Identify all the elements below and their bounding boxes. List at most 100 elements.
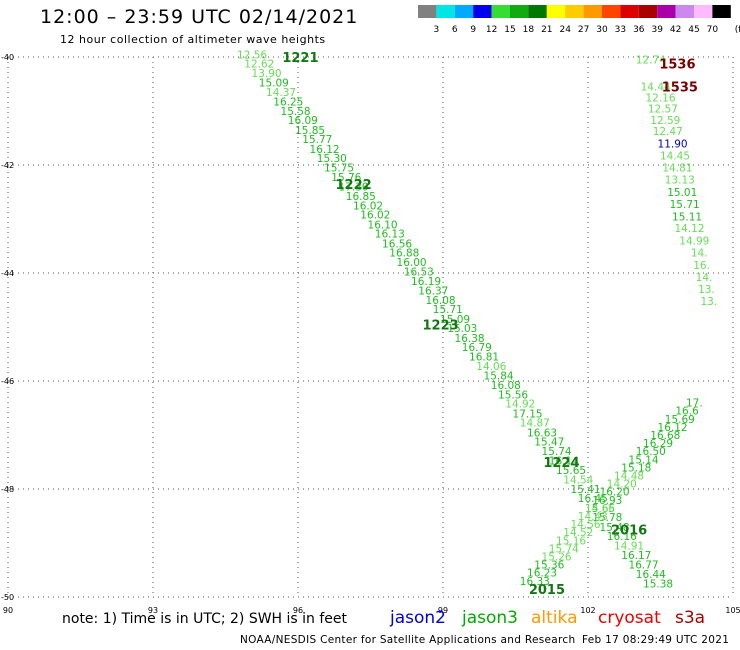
swh-value-label: 15.41 — [571, 484, 601, 496]
swh-value-label: 14.12 — [674, 223, 704, 235]
swh-value-label: 15.69 — [665, 414, 695, 426]
swh-value-label: 16.38 — [455, 333, 485, 345]
swh-value-label: 15.18 — [621, 462, 651, 474]
lat-tick-label: -44 — [1, 269, 14, 278]
swh-value-label: 15.71 — [433, 304, 463, 316]
swh-value-label: 16.14 — [549, 455, 579, 467]
swh-value-label: 15.36 — [534, 560, 564, 572]
swh-value-label: 16.23 — [527, 568, 557, 580]
legend-tick-label: 45 — [688, 25, 699, 35]
swh-value-label: 17. — [686, 398, 703, 410]
swh-value-label: 14.20 — [607, 479, 637, 491]
swh-value-label: 15.75 — [324, 163, 354, 175]
satellite-label-jason2: jason2 — [390, 608, 446, 628]
legend-swatch — [657, 5, 676, 18]
altimeter-map: 90 93 96 99 102 105-40-42-44-46-48-5012.5612.… — [1, 49, 740, 615]
swh-value-label: 12.47 — [653, 126, 683, 138]
swh-value-label: 14.06 — [476, 361, 506, 373]
swh-value-label: 16.02 — [353, 201, 383, 213]
satellite-label-cryosat: cryosat — [598, 608, 661, 628]
legend-swatch — [528, 5, 547, 18]
legend-tick-label: 3 — [434, 25, 440, 35]
satellite-label-altika: altika — [531, 608, 578, 628]
page-subtitle: 12 hour collection of altimeter wave hei… — [60, 33, 326, 46]
legend-swatch — [638, 5, 658, 18]
legend-swatch — [491, 5, 510, 18]
swh-value-label: 14.54 — [563, 474, 593, 486]
swh-value-label: 16.79 — [462, 342, 492, 354]
legend-tick-label: 9 — [470, 25, 476, 35]
swh-value-label: 12.16 — [645, 93, 675, 105]
lat-tick-label: -40 — [1, 53, 14, 62]
swh-value-label: 15.74 — [549, 543, 579, 555]
swh-value-label: 15.76 — [331, 172, 361, 184]
swh-value-label: 14.66 — [585, 503, 615, 515]
swh-value-label: 16.25 — [273, 96, 303, 108]
pass-time-label: 1222 — [335, 178, 371, 193]
lon-tick-label: 96 — [293, 606, 303, 615]
lon-tick-label: 93 — [148, 606, 158, 615]
swh-value-label: 16.10 — [368, 219, 398, 231]
swh-value-label: 16. — [693, 260, 710, 272]
pass-time-label: 1536 — [659, 57, 695, 72]
swh-value-label: 15.74 — [542, 446, 572, 458]
swh-value-label: 16.33 — [520, 576, 550, 588]
swh-value-label: 12.59 — [650, 115, 680, 127]
legend-swatch — [620, 5, 639, 18]
swh-value-label: 15.01 — [667, 187, 697, 199]
lat-tick-label: -50 — [1, 593, 14, 602]
swh-value-label: 12.62 — [244, 58, 274, 70]
swh-value-label: 15.78 — [592, 512, 622, 524]
swh-value-label: 15.71 — [670, 199, 700, 211]
swh-value-label: 14.87 — [520, 418, 550, 430]
swh-value-label: 14.99 — [679, 236, 709, 248]
swh-value-label: 15.16 — [556, 535, 586, 547]
legend-tick-label: 30 — [596, 25, 608, 35]
swh-value-label: 16.93 — [592, 495, 622, 507]
swh-value-label: 15.65 — [556, 465, 586, 477]
swh-value-label: 16.08 — [491, 380, 521, 392]
legend-swatch — [712, 5, 731, 18]
legend-swatch — [418, 5, 437, 18]
swh-value-label: 15.14 — [629, 454, 659, 466]
swh-value-label: 16.12 — [658, 422, 688, 434]
swh-value-label: 15.30 — [317, 153, 347, 165]
legend-swatch — [436, 5, 455, 18]
swh-value-label: 14.91 — [614, 541, 644, 553]
swh-value-label: 14. — [691, 247, 708, 259]
swh-value-label: 13.13 — [665, 175, 695, 187]
swh-value-label: 15.84 — [484, 371, 514, 383]
legend-swatch — [454, 5, 474, 18]
legend-tick-label: 36 — [633, 25, 645, 35]
pass-time-label: 2016 — [611, 524, 647, 539]
lat-tick-label: -42 — [1, 161, 14, 170]
legend-tick-label: 6 — [452, 25, 458, 35]
swh-value-label: 16.77 — [629, 560, 659, 572]
credit-text: NOAA/NESDIS Center for Satellite Applica… — [240, 634, 576, 646]
legend-unit-label: (ft) — [735, 25, 740, 35]
swh-value-label: 15.85 — [295, 125, 325, 137]
swh-value-label: 16.16 — [607, 531, 637, 543]
swh-value-label: 15.48 — [600, 522, 630, 534]
swh-value-label: 11.90 — [658, 138, 688, 150]
lon-tick-label: 102 — [580, 606, 595, 615]
page-title: 12:00 – 23:59 UTC 02/14/2021 — [40, 6, 359, 28]
pass-time-label: 1223 — [422, 318, 458, 333]
swh-value-label: 15.47 — [534, 436, 564, 448]
swh-value-label: 14.92 — [505, 399, 535, 411]
lon-tick-label: 105 — [725, 606, 740, 615]
lat-tick-label: -46 — [1, 377, 14, 386]
swh-value-label: 15.09 — [440, 314, 470, 326]
swh-value-label: 16.02 — [360, 210, 390, 222]
swh-value-label: 16.09 — [288, 115, 318, 127]
swh-value-label: 16.44 — [636, 569, 666, 581]
legend-tick-label: 70 — [707, 25, 719, 35]
swh-value-label: 16.81 — [469, 352, 499, 364]
swh-value-label: 15.65 — [585, 503, 615, 515]
swh-value-label: 16.17 — [621, 550, 651, 562]
swh-value-label: 14.43 — [578, 511, 608, 523]
legend-swatch — [675, 5, 694, 18]
swh-value-label: 12.57 — [648, 103, 678, 115]
footer-note: note: 1) Time is in UTC; 2) SWH is in fe… — [62, 611, 348, 627]
legend-tick-label: 21 — [541, 25, 552, 35]
